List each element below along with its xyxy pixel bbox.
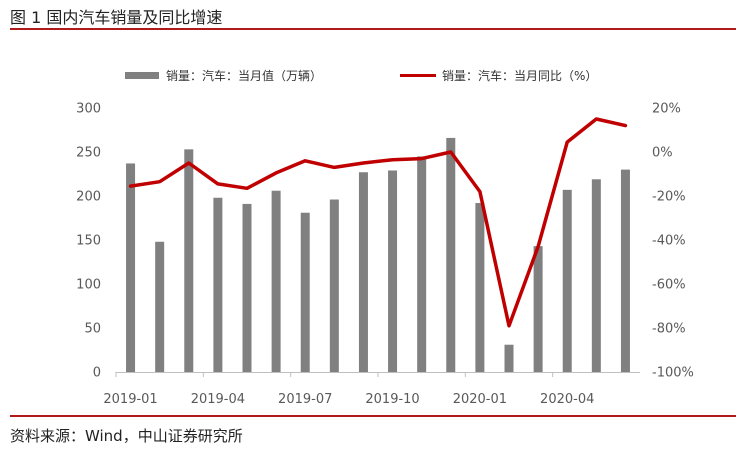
bar xyxy=(388,170,398,372)
bar xyxy=(358,172,368,372)
bar xyxy=(213,197,223,372)
title-rule xyxy=(10,28,736,30)
bar xyxy=(533,246,543,372)
x-axis-tick-label: 2019-10 xyxy=(365,392,419,407)
bar xyxy=(475,203,485,372)
bar xyxy=(184,149,194,372)
left-axis-tick-label: 0 xyxy=(93,366,101,381)
yoy-growth-line xyxy=(128,117,628,328)
bar xyxy=(126,163,136,372)
legend-bar-label: 销量：汽车：当月值（万辆） xyxy=(166,68,322,83)
x-axis-tick-label: 2019-07 xyxy=(278,392,332,407)
right-axis-tick-label: 20% xyxy=(652,102,681,117)
right-axis-tick-label: -20% xyxy=(652,190,686,205)
bar xyxy=(155,241,165,372)
bar xyxy=(562,189,572,372)
bar xyxy=(591,179,601,372)
x-axis-tick-label: 2020-01 xyxy=(453,392,507,407)
bar xyxy=(446,137,456,372)
x-axis-tick-label: 2019-01 xyxy=(103,392,157,407)
legend-bar-swatch xyxy=(125,72,159,79)
left-axis-tick-label: 300 xyxy=(76,102,101,117)
bar xyxy=(242,203,252,372)
figure-title: 图 1 国内汽车销量及同比增速 xyxy=(10,8,223,27)
x-axis-tick-label: 2019-04 xyxy=(191,392,245,407)
bar xyxy=(329,199,339,372)
bar xyxy=(620,169,630,372)
bar xyxy=(271,190,281,372)
left-axis-tick-label: 100 xyxy=(76,278,101,293)
right-axis-tick-label: 0% xyxy=(652,146,673,161)
source-rule xyxy=(10,415,736,417)
left-axis-tick-label: 200 xyxy=(76,190,101,205)
combo-chart: 销量：汽车：当月值（万辆） 销量：汽车：当月同比（%） 0 50 100 150 200 25… xyxy=(76,68,694,407)
x-axis-tick-label: 2020-04 xyxy=(540,392,594,407)
bar xyxy=(300,212,310,372)
right-axis-tick-label: -80% xyxy=(652,322,686,337)
legend-line-label: 销量：汽车：当月同比（%） xyxy=(442,68,597,83)
right-axis-tick-label: -60% xyxy=(652,278,686,293)
right-axis-tick-label: -40% xyxy=(652,234,686,249)
left-axis-tick-label: 150 xyxy=(76,234,101,249)
left-axis-tick-label: 250 xyxy=(76,146,101,161)
bar xyxy=(417,156,427,372)
bar xyxy=(504,344,514,372)
source-note: 资料来源：Wind，中山证券研究所 xyxy=(10,427,243,445)
right-axis-tick-label: -100% xyxy=(652,366,694,381)
left-axis-tick-label: 50 xyxy=(84,322,101,337)
